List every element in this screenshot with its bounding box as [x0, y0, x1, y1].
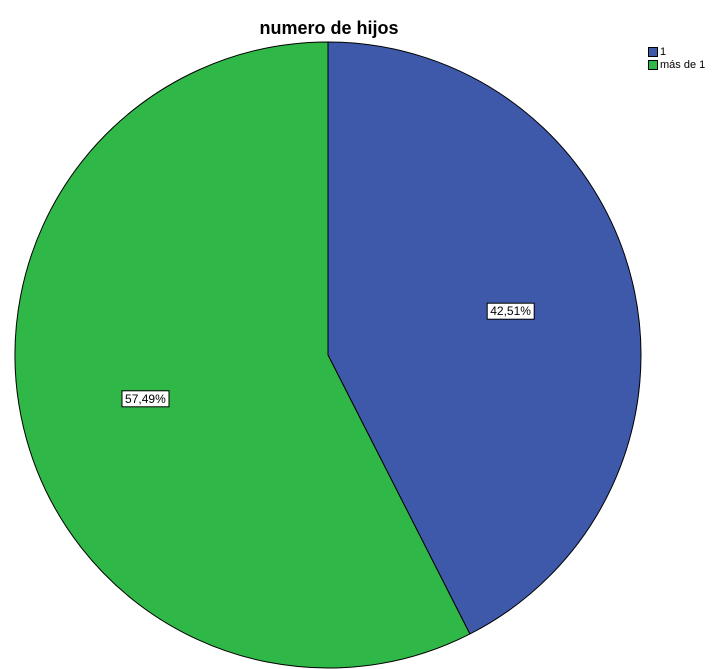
legend: 1 más de 1 — [648, 45, 705, 71]
legend-swatch-1 — [648, 46, 658, 57]
pie-slices — [14, 41, 642, 669]
pie-slice-1 — [327, 41, 642, 635]
pie-labels: 42,51% 57,49% — [121, 302, 535, 408]
slice-label-box — [486, 302, 535, 320]
chart-title: numero de hijos — [259, 18, 399, 38]
legend-label-1: 1 — [660, 45, 667, 58]
legend-swatch-mas-de-1 — [648, 59, 658, 70]
slice-label-box — [121, 390, 170, 408]
pie-slice-mas-de-1 — [14, 41, 471, 669]
slice-label-1: 42,51% — [486, 302, 535, 320]
legend-label-mas-de-1: más de 1 — [660, 58, 706, 71]
slice-label-text: 57,49% — [125, 392, 166, 406]
slice-label-mas-de-1: 57,49% — [121, 390, 170, 408]
legend-item-1: 1 — [648, 45, 705, 58]
slice-label-text: 42,51% — [490, 304, 531, 318]
legend-item-mas-de-1: más de 1 — [648, 58, 705, 71]
